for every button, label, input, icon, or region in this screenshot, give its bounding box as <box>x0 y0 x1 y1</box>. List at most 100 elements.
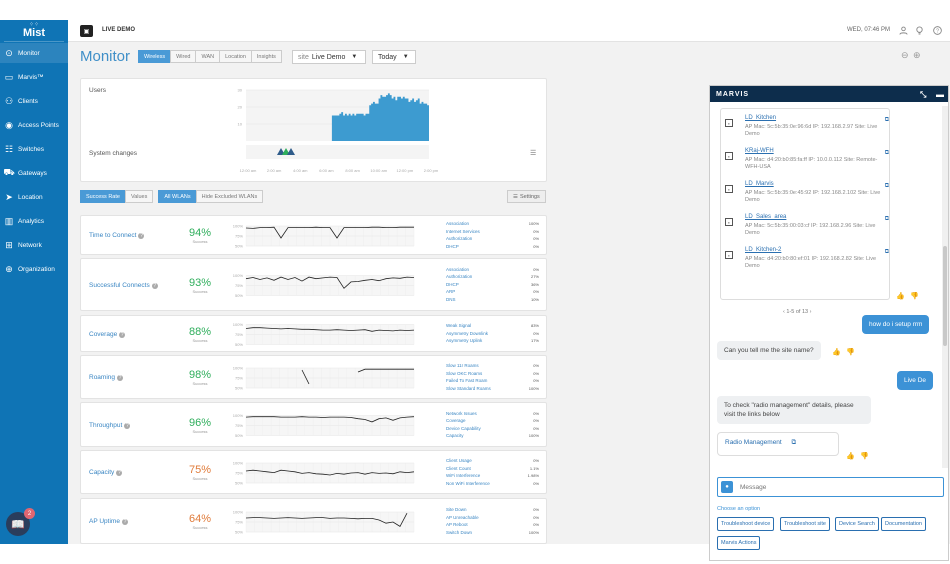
help-book-button[interactable]: 📖 2 <box>6 508 35 536</box>
prev-page-icon[interactable]: ‹ <box>783 309 785 315</box>
sle-row-throughput[interactable]: Throughput? 96% Success 100% 75% 50% Network I… <box>80 402 547 447</box>
classifier-name[interactable]: Slow 11r Roams <box>446 363 479 368</box>
sidebar-item-monitor[interactable]: ⊙ Monitor <box>0 43 68 63</box>
zoom-in-icon[interactable]: ⊕ <box>913 50 921 60</box>
classifier-name[interactable]: Device Capability <box>446 425 481 431</box>
scrollbar[interactable] <box>942 106 948 468</box>
tab-location[interactable]: Location <box>219 50 252 63</box>
filter-icon[interactable]: ☰ <box>530 150 537 157</box>
device-name[interactable]: LD_Sales_area <box>745 214 787 220</box>
sle-row-time-to-connect[interactable]: Time to Connect? 94% Success 100% 75% 50% Asso… <box>80 215 547 255</box>
period-dropdown[interactable]: Today ▼ <box>372 50 416 64</box>
message-input[interactable] <box>740 481 930 493</box>
sle-metric-name[interactable]: Roaming? <box>89 374 124 381</box>
classifier-name[interactable]: DNS <box>446 296 456 302</box>
sidebar-item-clients[interactable]: ⚇ Clients <box>0 91 68 111</box>
classifier-name[interactable]: Site Down <box>446 507 467 512</box>
tab-wan[interactable]: WAN <box>195 50 221 63</box>
info-icon[interactable]: ? <box>151 282 158 289</box>
device-name[interactable]: KRaj-WFH <box>745 148 774 154</box>
classifier-name[interactable]: Asymmetry Uplink <box>446 338 483 344</box>
sle-metric-name[interactable]: AP Uptime? <box>89 518 128 525</box>
classifier-name[interactable]: WiFi Interference <box>446 473 481 478</box>
info-icon[interactable]: ? <box>124 422 131 429</box>
info-icon[interactable]: ? <box>121 519 128 525</box>
all-wlans-toggle[interactable]: All WLANs <box>158 190 197 203</box>
thumbs-down-icon[interactable]: 👎 <box>910 293 919 300</box>
external-link-icon[interactable]: ⧉ <box>884 150 889 156</box>
classifier-name[interactable]: Weak Signal <box>446 323 472 329</box>
thumbs-up-icon[interactable]: 👍 <box>846 453 855 460</box>
classifier-name[interactable]: Failed To Fast Roam <box>446 378 488 383</box>
external-link-icon[interactable]: ⧉ <box>884 183 889 189</box>
sidebar-item-organization[interactable]: ⊕ Organization <box>0 259 68 279</box>
classifier-name[interactable]: Slow Standard Roams <box>446 385 491 391</box>
classifier-name[interactable]: Client Usage <box>446 458 472 463</box>
classifier-name[interactable]: Slow OKC Roams <box>446 370 483 376</box>
classifier-name[interactable]: Association <box>446 266 470 272</box>
classifier-name[interactable]: Internet Services <box>446 228 480 234</box>
tab-insights[interactable]: Insights <box>250 50 282 63</box>
option-marvis-actions[interactable]: Marvis Actions <box>717 536 761 550</box>
device-name[interactable]: LD_Marvis <box>745 181 774 187</box>
info-icon[interactable]: ? <box>138 233 145 239</box>
sle-row-successful-connects[interactable]: Successful Connects? 93% Success 100% 75% 50%… <box>80 258 547 311</box>
org-name[interactable]: LIVE DEMO <box>102 27 136 33</box>
classifier-name[interactable]: Switch Down <box>446 529 473 535</box>
classifier-name[interactable]: ARP <box>446 289 456 295</box>
external-link-icon[interactable]: ⧉ <box>884 216 889 222</box>
option-device-search[interactable]: Device Search <box>835 517 879 531</box>
external-link-icon[interactable]: ⧉ <box>884 117 889 123</box>
tab-wireless[interactable]: Wireless <box>138 50 172 63</box>
thumbs-down-icon[interactable]: 👎 <box>846 349 855 356</box>
classifier-name[interactable]: Authorization <box>446 274 473 280</box>
sle-metric-name[interactable]: Throughput? <box>89 422 131 429</box>
thumbs-down-icon[interactable]: 👎 <box>860 453 869 460</box>
success-rate-toggle[interactable]: Success Rate <box>80 190 126 203</box>
sidebar-item-analytics[interactable]: ▥ Analytics <box>0 211 68 231</box>
user-icon[interactable] <box>898 25 908 35</box>
classifier-name[interactable]: Network Issues <box>446 410 477 416</box>
sle-row-roaming[interactable]: Roaming? 98% Success 100% 75% 50% Slow 11r Roa… <box>80 355 547 399</box>
classifier-name[interactable]: Asymmetry Downlink <box>446 330 489 336</box>
sle-row-ap-uptime[interactable]: AP Uptime? 64% Success 100% 75% 50% Site Down 0… <box>80 498 547 544</box>
sle-metric-name[interactable]: Successful Connects? <box>89 282 158 289</box>
classifier-name[interactable]: DHCP <box>446 281 459 287</box>
sle-metric-name[interactable]: Time to Connect? <box>89 232 145 239</box>
attach-button[interactable]: ● <box>721 481 733 493</box>
device-name[interactable]: LD_Kitchen-2 <box>745 247 782 253</box>
hide-excluded-toggle[interactable]: Hide Excluded WLANs <box>195 190 264 203</box>
sidebar-item-gateways[interactable]: ⛟ Gateways <box>0 163 68 183</box>
settings-button[interactable]: ☰ Settings <box>507 190 546 203</box>
help-icon[interactable]: ? <box>932 25 942 35</box>
info-icon[interactable]: ? <box>119 331 126 338</box>
classifier-name[interactable]: Non WiFi Interference <box>446 480 490 486</box>
sle-row-coverage[interactable]: Coverage? 88% Success 100% 75% 50% Weak Signal… <box>80 315 547 352</box>
external-link-icon[interactable]: ⧉ <box>884 249 889 255</box>
option-troubleshoot-site[interactable]: Troubleshoot site <box>780 517 830 531</box>
site-dropdown[interactable]: site Live Demo ▼ <box>292 50 366 64</box>
minimize-icon[interactable]: ▬ <box>936 90 945 99</box>
sidebar-item-marvis[interactable]: ▭ Marvis™ <box>0 67 68 87</box>
classifier-name[interactable]: Capacity <box>446 433 464 438</box>
scroll-thumb[interactable] <box>943 246 947 346</box>
sidebar-item-access-points[interactable]: ◉ Access Points <box>0 115 68 135</box>
sidebar-item-network[interactable]: ⊞ Network <box>0 235 68 255</box>
classifier-name[interactable]: DHCP <box>446 243 459 249</box>
sidebar-item-switches[interactable]: ☷ Switches <box>0 139 68 159</box>
sidebar-item-location[interactable]: ➤ Location <box>0 187 68 207</box>
values-toggle[interactable]: Values <box>124 190 154 203</box>
option-documentation[interactable]: Documentation <box>881 517 926 531</box>
mist-logo[interactable]: ⁘⁘ Mist <box>4 20 64 42</box>
thumbs-up-icon[interactable]: 👍 <box>896 293 905 300</box>
classifier-name[interactable]: Client Count <box>446 465 471 471</box>
lightbulb-icon[interactable] <box>914 25 924 35</box>
next-page-icon[interactable]: › <box>809 309 812 315</box>
radio-management-link[interactable]: Radio Management ⧉ <box>717 432 839 456</box>
device-name[interactable]: LD_Kitchen <box>745 115 777 121</box>
tab-wired[interactable]: Wired <box>170 50 197 63</box>
expand-icon[interactable]: ⤡ <box>920 90 928 99</box>
sle-metric-name[interactable]: Capacity? <box>89 469 123 476</box>
classifier-name[interactable]: Authorization <box>446 236 473 241</box>
thumbs-up-icon[interactable]: 👍 <box>832 349 841 356</box>
